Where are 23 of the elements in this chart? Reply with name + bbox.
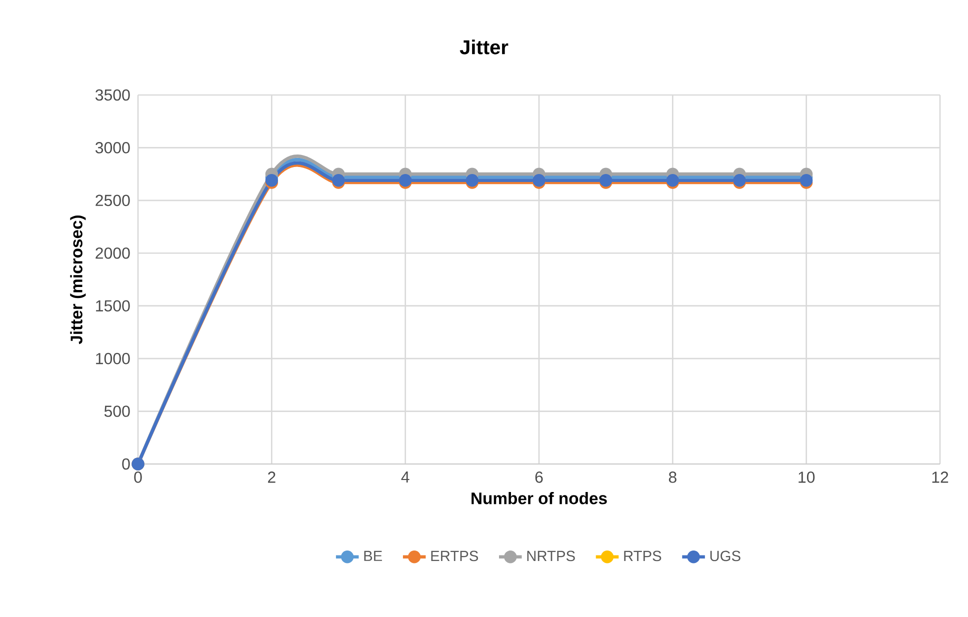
y-tick-label: 500 [104,406,130,417]
x-tick-label: 12 [932,472,948,483]
y-tick-label: 0 [122,458,130,470]
legend-label: BE [364,550,382,561]
y-tick-label: 3500 [95,89,130,101]
y-tick-label: 2000 [96,247,130,259]
y-tick-label: 1000 [96,352,130,364]
legend-label: RTPS [624,550,662,562]
x-tick-label: 2 [268,472,276,483]
x-axis-title: Number of nodes [472,492,607,504]
x-tick-label: 10 [798,472,815,483]
x-tick-label: 6 [535,472,543,483]
chart-title: Jitter [460,40,508,54]
y-tick-label: 3000 [95,142,130,154]
y-axis-title: Jitter (microsec) [70,216,86,344]
legend-label: UGS [710,550,740,562]
legend-label: NRTPS [527,550,575,562]
x-tick-label: 4 [401,472,410,483]
y-tick-label: 2500 [96,194,130,206]
y-tick-label: 1500 [96,300,130,312]
legend-label: ERTPS [431,550,478,562]
x-tick-label: 0 [134,472,142,483]
x-tick-label: 8 [668,472,676,483]
